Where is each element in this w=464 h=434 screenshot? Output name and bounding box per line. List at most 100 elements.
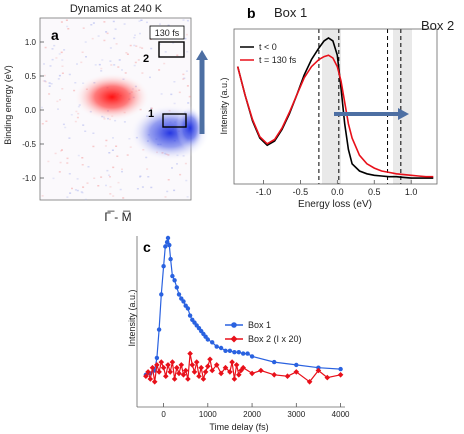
noise-speck — [59, 161, 62, 164]
noise-speck — [63, 49, 66, 51]
noise-speck — [48, 82, 51, 84]
noise-speck — [103, 21, 106, 23]
data-point-box2 — [218, 370, 224, 377]
noise-speck — [100, 176, 103, 178]
data-point-box2 — [163, 373, 169, 379]
noise-speck — [121, 168, 123, 170]
noise-speck — [101, 59, 104, 61]
noise-speck — [158, 43, 161, 46]
noise-speck — [92, 145, 95, 148]
delay-tag-text: 130 fs — [155, 28, 180, 38]
panel-b: -1.0 -0.5 0.0 0.5 1.0 b Box 1 Box 2 Intensit… — [219, 5, 454, 210]
box-2-label: 2 — [143, 53, 149, 65]
shift-arrow-a-head — [196, 50, 208, 60]
noise-speck — [54, 152, 57, 155]
data-point-box1 — [156, 327, 162, 332]
data-point-box2 — [198, 364, 204, 371]
noise-speck — [183, 77, 186, 79]
plot-b: -1.0 -0.5 0.0 0.5 1.0 — [236, 29, 434, 197]
shift-arrow-b-head — [398, 108, 409, 120]
noise-speck — [173, 81, 176, 83]
data-point-box2 — [222, 364, 229, 371]
noise-speck — [105, 139, 108, 142]
data-point-box1 — [205, 337, 210, 342]
noise-speck — [52, 177, 55, 180]
noise-speck — [184, 162, 187, 165]
data-point-box1 — [172, 278, 177, 283]
noise-speck — [109, 60, 112, 62]
data-point-box1 — [338, 366, 343, 372]
data-point-box2 — [196, 373, 202, 379]
noise-speck — [158, 69, 161, 71]
x-axis-a-label: Γ̅ - M̅ — [104, 210, 131, 224]
data-point-box2 — [227, 369, 233, 375]
noise-speck — [182, 78, 185, 80]
data-point-box2 — [306, 379, 313, 385]
noise-speck — [182, 73, 185, 76]
data-point-box2 — [169, 359, 176, 365]
noise-speck — [76, 63, 78, 65]
noise-speck — [112, 20, 115, 23]
noise-speck — [76, 178, 79, 180]
data-point-box1 — [214, 344, 219, 349]
data-point-box2 — [171, 376, 178, 382]
plot-c: 0 1000 2000 3000 4000 — [136, 235, 350, 419]
data-point-box2 — [185, 376, 191, 382]
legend-b-130: t = 130 fs — [259, 55, 297, 65]
noise-speck — [66, 157, 69, 160]
noise-speck — [106, 169, 109, 172]
noise-speck — [75, 110, 78, 113]
data-point-box2 — [167, 369, 173, 375]
data-point-box2 — [151, 379, 158, 385]
data-point-box1 — [241, 351, 246, 356]
data-point-box2 — [200, 376, 207, 382]
y-axis-a: 1.0 0.5 0.0 -0.5 -1.0 — [22, 38, 44, 183]
data-point-box2 — [229, 359, 235, 365]
noise-speck — [136, 188, 139, 190]
noise-speck — [42, 80, 45, 82]
noise-speck — [56, 100, 59, 103]
noise-speck — [117, 181, 120, 184]
noise-speck — [48, 85, 51, 87]
data-point-box2 — [207, 356, 213, 363]
noise-speck — [90, 24, 93, 26]
data-point-box2 — [249, 370, 255, 377]
noise-speck — [119, 188, 122, 191]
data-point-box2 — [271, 372, 277, 378]
noise-speck — [100, 70, 103, 72]
noise-speck — [77, 112, 80, 115]
noise-speck — [66, 162, 69, 164]
noise-speck — [84, 41, 87, 43]
noise-speck — [125, 52, 128, 54]
noise-speck — [163, 62, 166, 65]
data-point-box1 — [245, 351, 250, 356]
x-tick-label-c: 4000 — [332, 410, 350, 419]
noise-speck — [150, 47, 153, 50]
legend-c-box1: Box 1 — [248, 320, 271, 330]
noise-speck — [64, 126, 67, 129]
noise-speck — [45, 120, 48, 122]
y-tick-label-a: -1.0 — [22, 174, 36, 183]
positive-signal-region — [74, 73, 150, 121]
series-line-t-130 — [236, 54, 434, 178]
noise-speck — [113, 64, 116, 66]
data-point-box1 — [165, 235, 171, 241]
data-point-box2 — [233, 362, 240, 368]
noise-speck — [59, 99, 61, 101]
noise-speck — [114, 28, 117, 30]
noise-speck — [137, 59, 140, 61]
noise-speck — [184, 37, 187, 40]
box-1 — [162, 113, 187, 128]
data-point-box1 — [159, 292, 164, 297]
noise-speck — [140, 19, 143, 21]
noise-speck — [133, 44, 136, 47]
noise-speck — [71, 187, 73, 190]
data-point-box2 — [202, 369, 209, 375]
noise-speck — [139, 46, 142, 49]
noise-speck — [62, 123, 65, 126]
y-tick-label-a: -0.5 — [22, 140, 36, 149]
noise-speck — [81, 164, 84, 166]
data-point-box1 — [181, 299, 186, 304]
x-tick-label-b: -1.0 — [256, 187, 272, 197]
data-point-box2 — [154, 362, 160, 368]
